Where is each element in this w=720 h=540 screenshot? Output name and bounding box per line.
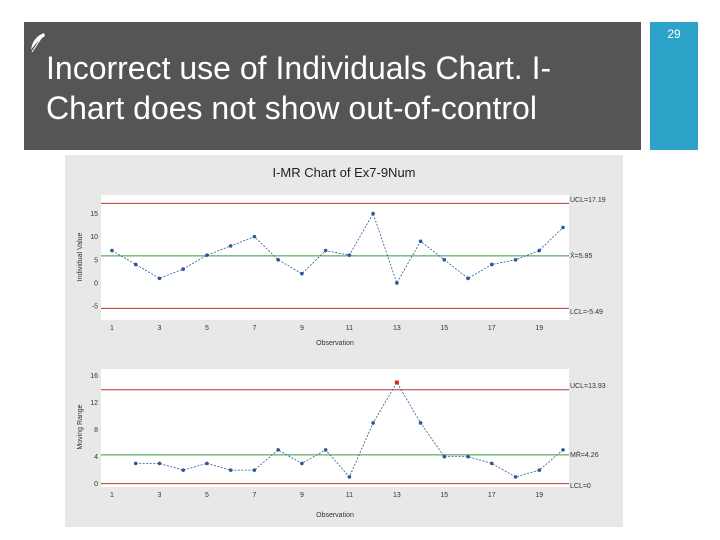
i-data-point — [537, 248, 542, 253]
accent-bar — [650, 22, 698, 150]
mr-xtick-label: 17 — [488, 492, 496, 499]
i-chart-ucl-label: UCL=17.19 — [570, 197, 606, 204]
mr-data-point — [418, 421, 423, 425]
mr-xtick-label: 11 — [346, 492, 353, 499]
i-data-point — [347, 253, 352, 257]
i-xtick-label: 11 — [346, 325, 353, 332]
i-xtick-label: 19 — [535, 325, 543, 332]
mr-data-point — [157, 461, 162, 466]
i-data-point — [489, 262, 494, 267]
i-data-point — [205, 253, 209, 257]
i-xtick-label: 9 — [300, 325, 304, 332]
i-data-point — [466, 276, 470, 281]
i-data-point — [300, 271, 304, 276]
mr-ytick-label: 16 — [90, 373, 98, 380]
title-bar: Incorrect use of Individuals Chart. I-Ch… — [24, 22, 641, 150]
i-data-point — [442, 258, 447, 262]
mr-xtick-label: 1 — [110, 492, 114, 499]
mr-xtick-label: 5 — [205, 492, 209, 499]
i-xtick-label: 15 — [440, 325, 448, 332]
i-data-point — [561, 225, 565, 230]
mr-data-point — [181, 468, 186, 472]
mr-chart-lcl-label: LCL=0 — [570, 483, 591, 490]
mr-ytick-label: 4 — [94, 454, 98, 461]
i-xtick-label: 7 — [252, 325, 256, 332]
i-data-point — [252, 234, 257, 239]
mr-data-point — [394, 380, 399, 385]
mr-chart-xlabel: Observation — [316, 512, 354, 519]
i-chart-lcl-label: LCL=-5.49 — [570, 309, 603, 316]
mr-data-point — [561, 448, 565, 452]
mr-data-point — [489, 461, 494, 466]
feather-icon — [31, 33, 45, 53]
i-data-point — [395, 281, 399, 285]
mr-data-point — [300, 461, 304, 466]
i-chart-plot-area — [101, 195, 569, 320]
mr-xtick-label: 9 — [300, 492, 304, 499]
i-xtick-label: 1 — [110, 325, 114, 332]
i-xtick-label: 13 — [393, 325, 401, 332]
i-ytick-label: 15 — [90, 211, 98, 218]
mr-data-point — [442, 454, 447, 459]
i-chart-ylabel: Individual Value — [77, 232, 84, 281]
mr-data-point — [513, 475, 518, 479]
mr-ytick-label: 8 — [94, 427, 98, 434]
mr-ytick-label: 12 — [90, 400, 98, 407]
i-data-point — [228, 244, 233, 248]
mr-xtick-label: 13 — [393, 492, 401, 499]
mr-data-point — [205, 461, 209, 466]
i-data-point — [110, 248, 114, 253]
chart-frame: I-MR Chart of Ex7-9Num -5 0 5 10 15 1 3 5 7 9 11 1… — [65, 155, 623, 527]
mr-xtick-label: 3 — [158, 492, 162, 499]
mr-xtick-label: 7 — [252, 492, 256, 499]
i-data-point — [513, 258, 518, 262]
mr-chart-plot-area — [101, 369, 569, 487]
i-ytick-label: 0 — [94, 280, 98, 287]
mr-data-point — [323, 448, 328, 452]
mr-xtick-label: 19 — [535, 492, 543, 499]
i-chart-xlabel: Observation — [316, 340, 354, 347]
i-xtick-label: 3 — [158, 325, 162, 332]
mr-data-point — [133, 461, 138, 466]
mr-data-point — [537, 468, 542, 472]
mr-ytick-label: 0 — [94, 481, 98, 488]
mr-data-point — [371, 421, 375, 425]
chart-title: I-MR Chart of Ex7-9Num — [272, 165, 415, 180]
slide-number: 29 — [667, 27, 681, 41]
mr-data-point — [228, 468, 233, 472]
i-data-point — [418, 239, 423, 244]
i-data-point — [181, 267, 186, 271]
mr-data-point — [466, 454, 470, 459]
slide-title: Incorrect use of Individuals Chart. I-Ch… — [46, 50, 552, 126]
i-xtick-label: 5 — [205, 325, 209, 332]
i-data-point — [276, 258, 280, 262]
i-data-point — [133, 262, 138, 267]
mr-data-point — [276, 448, 280, 452]
mr-chart-ylabel: Moving Range — [77, 404, 84, 449]
i-data-point — [323, 248, 328, 253]
mr-chart-center-label: MR̄=4.26 — [570, 451, 599, 459]
i-data-point — [371, 211, 375, 216]
i-chart-center-label: X̄=5.85 — [570, 252, 592, 260]
i-ytick-label: 10 — [90, 234, 98, 241]
mr-data-point — [252, 468, 257, 472]
i-data-point — [157, 276, 162, 281]
mr-data-point — [347, 475, 352, 479]
i-ytick-label: 5 — [94, 257, 98, 264]
i-series-line — [111, 212, 564, 284]
i-xtick-label: 17 — [488, 325, 496, 332]
mr-xtick-label: 15 — [440, 492, 448, 499]
i-ytick-label: -5 — [92, 304, 98, 311]
mr-chart-ucl-label: UCL=13.93 — [570, 383, 606, 390]
